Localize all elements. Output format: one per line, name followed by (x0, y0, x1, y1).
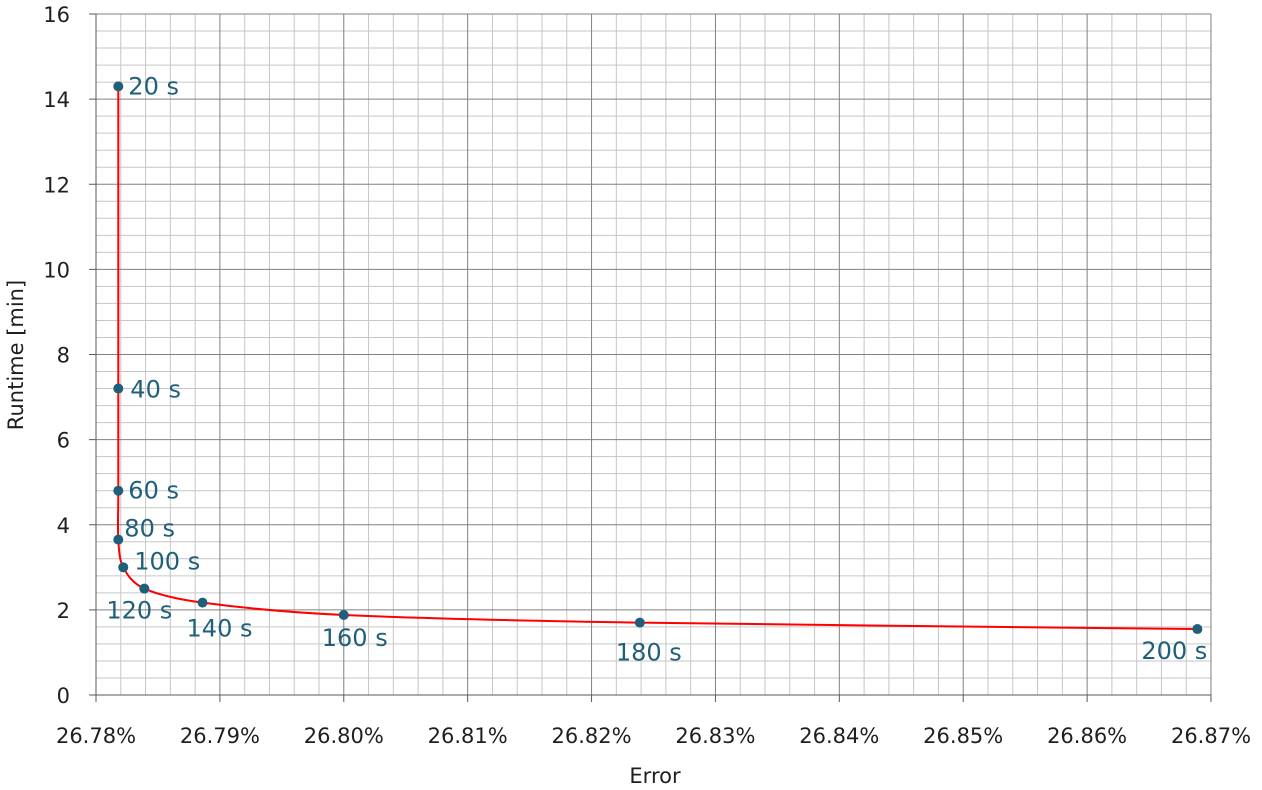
data-label: 140 s (187, 615, 253, 643)
data-label: 160 s (322, 624, 388, 652)
y-axis-title: Runtime [min] (4, 280, 28, 430)
data-point (113, 485, 124, 496)
data-label: 200 s (1141, 637, 1207, 665)
y-tick-label: 0 (57, 684, 70, 708)
data-label: 120 s (106, 597, 172, 625)
data-point (338, 609, 349, 620)
x-axis-title: Error (629, 764, 681, 788)
y-tick-label: 16 (43, 3, 70, 27)
series-runtime (116, 86, 1198, 631)
x-tick-label: 26.84% (799, 724, 879, 748)
x-tick-label: 26.87% (1171, 724, 1251, 748)
x-tick-label: 26.80% (304, 724, 384, 748)
data-point (139, 583, 150, 594)
data-point (113, 534, 124, 545)
data-point (113, 81, 124, 92)
data-label: 60 s (128, 477, 179, 505)
data-label: 100 s (134, 547, 200, 575)
data-point (118, 562, 129, 573)
data-labels: 20 s 40 s 60 s 80 s 100 s 120 s 140 s 160 s 180 … (106, 72, 1207, 666)
x-tick-label: 26.79% (180, 724, 260, 748)
axes (89, 13, 1212, 702)
x-tick-label: 26.85% (923, 724, 1003, 748)
data-label: 80 s (124, 515, 175, 543)
data-point (1192, 624, 1203, 635)
x-tick-label: 26.82% (552, 724, 632, 748)
data-points (113, 81, 1203, 635)
y-tick-label: 12 (43, 173, 70, 197)
series-line (116, 86, 1198, 631)
y-tick-label: 4 (57, 514, 70, 538)
data-point (634, 617, 645, 628)
data-point (113, 383, 124, 394)
y-tick-label: 14 (43, 88, 70, 112)
y-tick-labels: 0 2 4 6 8 10 12 14 16 (43, 3, 70, 708)
data-label: 40 s (130, 376, 181, 404)
x-tick-label: 26.83% (675, 724, 755, 748)
x-tick-labels: 26.78% 26.79% 26.80% 26.81% 26.82% 26.83% 26.8… (56, 724, 1251, 748)
x-tick-label: 26.86% (1047, 724, 1127, 748)
y-tick-label: 6 (57, 429, 70, 453)
x-tick-label: 26.78% (56, 724, 136, 748)
y-tick-label: 10 (43, 258, 70, 282)
y-tick-label: 8 (57, 344, 70, 368)
data-label: 20 s (128, 72, 179, 100)
y-tick-label: 2 (57, 599, 70, 623)
data-point (197, 597, 208, 608)
x-tick-label: 26.81% (428, 724, 508, 748)
data-label: 180 s (616, 639, 682, 667)
